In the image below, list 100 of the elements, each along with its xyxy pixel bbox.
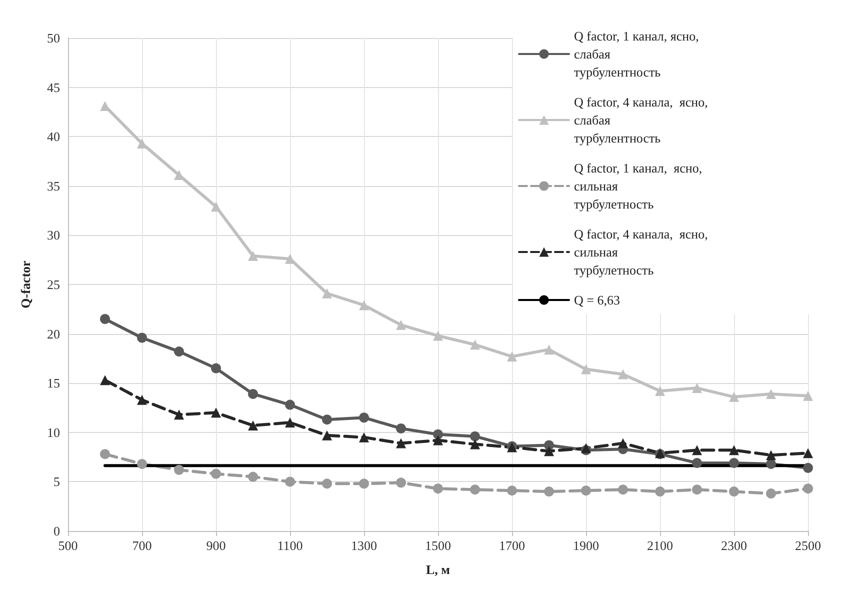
y-axis-title: Q-factor (18, 260, 33, 308)
point (729, 458, 739, 468)
x-tick-label: 1700 (499, 538, 525, 553)
legend-label: Q = 6,63 (574, 292, 620, 308)
point (692, 383, 702, 394)
x-tick-label: 1300 (351, 538, 377, 553)
point (322, 288, 332, 298)
y-tick-label: 20 (47, 326, 60, 342)
point (137, 394, 147, 405)
point (137, 138, 147, 148)
point (100, 101, 110, 112)
point (359, 478, 369, 489)
point (211, 363, 221, 374)
point (470, 484, 480, 495)
x-tick-label: 2300 (721, 538, 747, 553)
point (174, 410, 184, 420)
point (692, 458, 702, 468)
point (433, 429, 443, 440)
y-tick-label: 10 (47, 424, 60, 440)
point (618, 484, 628, 495)
x-tick-label: 1500 (425, 538, 451, 553)
point (248, 472, 258, 482)
point (359, 300, 369, 310)
x-tick-label: 2500 (795, 538, 821, 553)
point (285, 254, 295, 264)
point (174, 346, 184, 357)
point (285, 400, 295, 410)
point (433, 330, 443, 341)
y-tick-label: 0 (54, 524, 60, 538)
x-tick-label: 2100 (647, 538, 673, 553)
point (285, 418, 295, 428)
point (507, 486, 517, 496)
point (581, 364, 591, 374)
y-tick-label: 5 (54, 474, 60, 490)
point (211, 408, 221, 418)
point (211, 202, 221, 212)
point (692, 484, 702, 495)
legend-label: Q factor, 4 канала, ясно, сильная турбулетность (574, 226, 712, 278)
point (211, 468, 221, 479)
point (766, 488, 776, 499)
point (544, 486, 554, 497)
point (137, 458, 147, 469)
point (692, 445, 702, 456)
point (322, 414, 332, 425)
y-tick-label: 45 (47, 80, 60, 95)
point (100, 314, 110, 324)
point (322, 430, 332, 440)
point (248, 388, 258, 399)
point (729, 445, 739, 456)
point (174, 170, 184, 180)
point (618, 369, 628, 380)
x-tick-label: 900 (206, 538, 226, 553)
x-tick-label: 700 (132, 538, 152, 553)
point (544, 344, 554, 355)
point (581, 486, 591, 496)
point (803, 484, 813, 494)
point (285, 476, 295, 487)
point (655, 486, 665, 497)
y-tick-label: 15 (47, 376, 60, 391)
point (803, 390, 813, 401)
point (655, 386, 665, 396)
x-tick-label: 1900 (573, 538, 599, 553)
point (470, 340, 480, 350)
point (803, 448, 813, 458)
point (137, 332, 147, 343)
y-tick-label: 50 (47, 30, 60, 46)
point (100, 375, 110, 386)
y-tick-label: 35 (47, 178, 60, 194)
point (396, 423, 406, 434)
point (359, 432, 369, 442)
point (396, 320, 406, 330)
legend-label: Q factor, 4 канала, ясно, слабая турбулентность (574, 94, 712, 146)
point (433, 484, 443, 494)
point (359, 412, 369, 423)
x-tick-label: 1100 (277, 538, 303, 553)
y-tick-label: 25 (47, 277, 60, 292)
point (766, 458, 776, 469)
y-tick-label: 30 (47, 228, 60, 243)
point (729, 486, 739, 497)
point (396, 478, 406, 488)
x-tick-label: 500 (58, 538, 78, 553)
point (618, 438, 628, 448)
point (544, 446, 554, 456)
legend-label: Q factor, 1 канал, ясно, слабая турбулентность (574, 28, 702, 80)
point (100, 449, 110, 460)
point (729, 392, 739, 402)
point (248, 420, 258, 430)
point (507, 351, 517, 362)
point (766, 450, 776, 460)
legend-label: Q factor, 1 канал, ясно, сильная турбулетность (574, 160, 706, 212)
point (470, 431, 480, 442)
point (174, 464, 184, 475)
point (433, 435, 443, 446)
point (803, 462, 813, 473)
x-axis-title: L, м (426, 562, 450, 577)
point (248, 250, 258, 261)
point (470, 439, 480, 450)
point (766, 388, 776, 399)
point (396, 438, 406, 448)
y-tick-label: 40 (47, 129, 60, 144)
